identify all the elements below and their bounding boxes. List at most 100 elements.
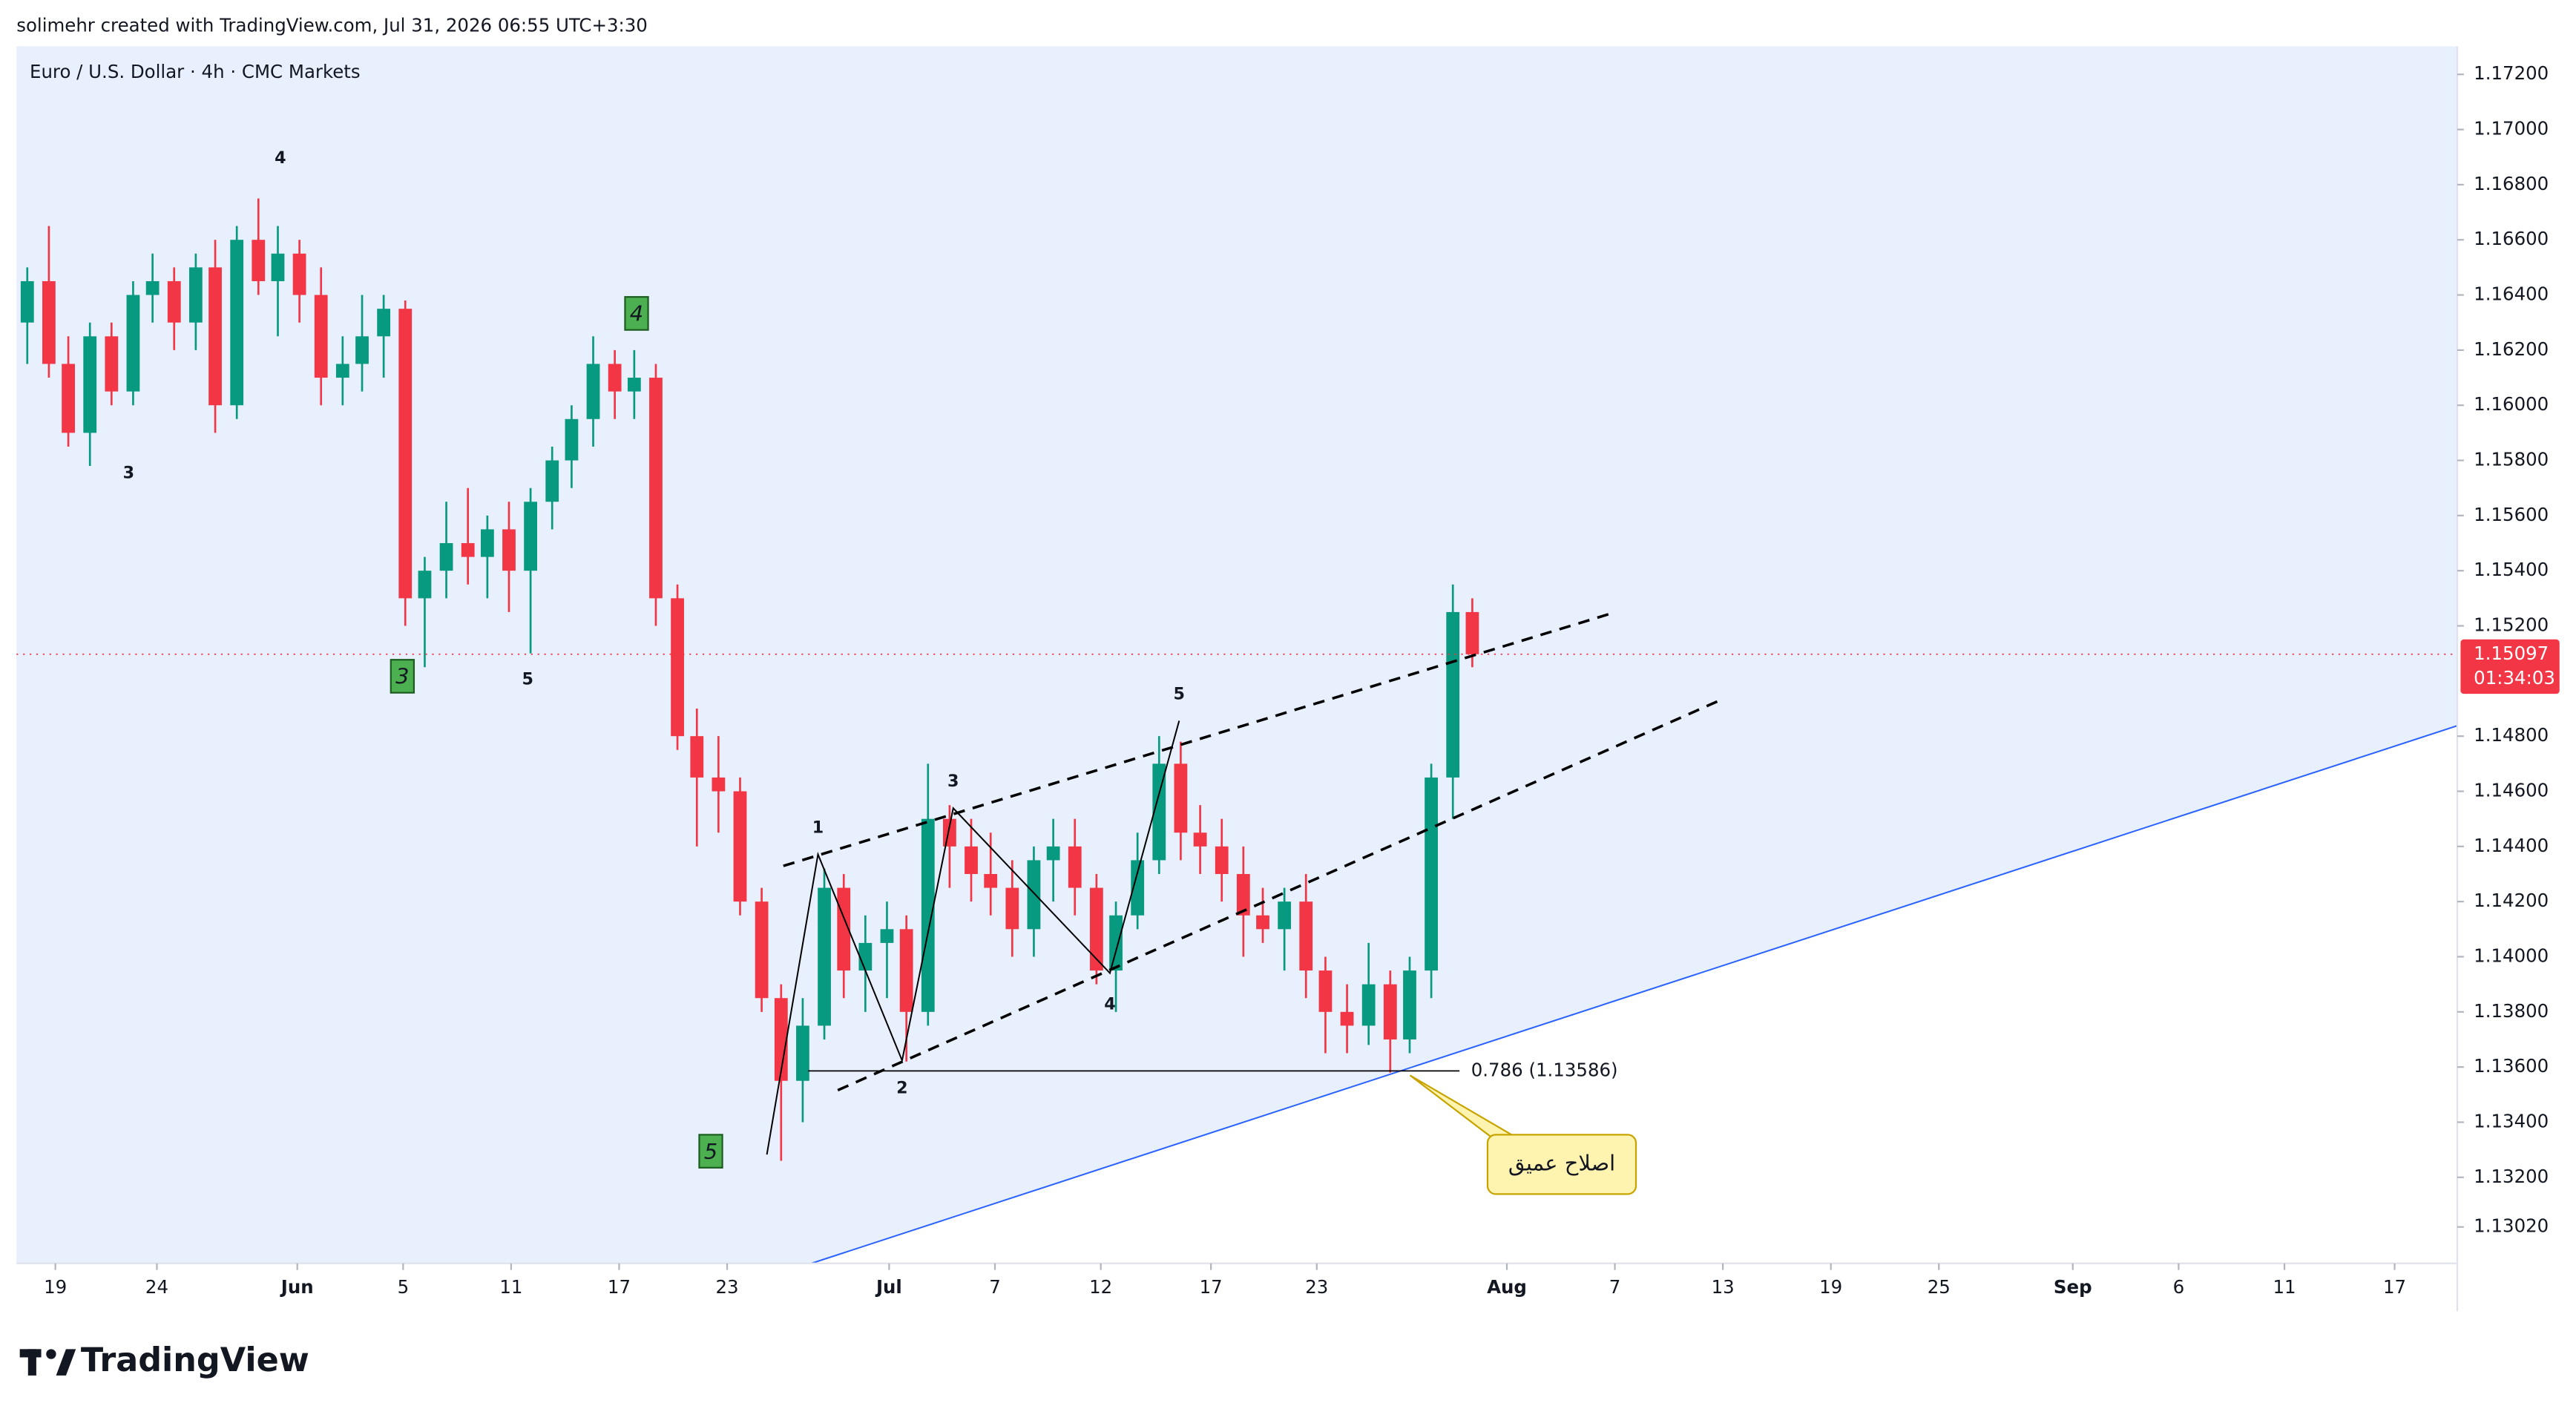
channel-line [783, 611, 1617, 867]
wave-label: 4 [275, 148, 286, 168]
wave-box-label: 5 [704, 1139, 717, 1164]
candle-body [627, 378, 641, 392]
candle-body [355, 336, 369, 364]
x-tick-label: 7 [1609, 1276, 1621, 1298]
candle-body [1215, 846, 1229, 874]
candle-body [230, 240, 244, 406]
countdown: 01:34:03 [2474, 667, 2555, 689]
wave-label: 2 [896, 1079, 907, 1098]
y-tick-label: 1.16400 [2474, 283, 2549, 305]
x-tick-label: Jun [280, 1276, 314, 1298]
candle-body [252, 240, 266, 281]
candle-body [1318, 970, 1333, 1012]
wave-label: 5 [522, 669, 533, 689]
candle-body [608, 364, 622, 392]
candle-body [1278, 901, 1292, 930]
candle-body [83, 336, 97, 433]
y-tick-label: 1.15600 [2474, 504, 2549, 525]
header: solimehr created with TradingView.com, J… [16, 15, 648, 36]
candle-body [712, 777, 726, 792]
candle-body [1425, 777, 1438, 971]
candle-body [1109, 915, 1123, 971]
candle-body [1131, 860, 1145, 916]
wave-box [390, 659, 415, 694]
price-tag [2460, 639, 2560, 694]
y-tick-label: 1.13020 [2474, 1215, 2549, 1237]
y-tick-label: 1.15200 [2474, 614, 2549, 636]
x-tick-label: 25 [1928, 1276, 1951, 1298]
wave-box-label: 3 [395, 664, 409, 689]
candle-body [755, 901, 769, 999]
candle-body [774, 998, 788, 1081]
wave-label: 4 [1104, 994, 1115, 1014]
x-tick-label: 24 [145, 1276, 168, 1298]
brand-name: TradingView [81, 1341, 309, 1379]
y-tick-label: 1.14800 [2474, 724, 2549, 746]
shaded-zone [16, 46, 2457, 1264]
candle-body [461, 543, 475, 557]
candle-body [899, 929, 913, 1012]
x-tick-label: Aug [1487, 1276, 1527, 1298]
y-tick-label: 1.16800 [2474, 173, 2549, 194]
fib-label: 0.786 (1.13586) [1471, 1059, 1618, 1080]
candle-body [398, 309, 413, 599]
wave-label: 5 [1174, 684, 1185, 703]
support-line [811, 725, 2458, 1264]
candle-body [1403, 970, 1416, 1039]
x-tick-label: 23 [1305, 1276, 1328, 1298]
x-tick-label: 6 [2173, 1276, 2185, 1298]
brand-logo [19, 1349, 76, 1376]
y-tick-label: 1.15800 [2474, 449, 2549, 470]
wave-box [698, 1134, 723, 1169]
x-tick-label: 23 [715, 1276, 738, 1298]
candle-body [480, 529, 494, 557]
y-tick-label: 1.14200 [2474, 890, 2549, 911]
candle-body [377, 309, 391, 337]
y-tick-label: 1.14600 [2474, 780, 2549, 801]
candle-body [335, 364, 349, 378]
candle-body [796, 1025, 809, 1081]
candle-body [671, 598, 684, 737]
candle-body [1465, 611, 1479, 654]
candle-body [126, 295, 140, 392]
candle-body [545, 460, 559, 502]
candle-body [818, 887, 831, 1026]
candle-body [1089, 887, 1103, 971]
callout-box [1486, 1134, 1637, 1195]
candle-body [167, 280, 181, 323]
candle-body [502, 529, 516, 571]
y-tick-label: 1.13400 [2474, 1110, 2549, 1131]
candle-body [586, 364, 600, 419]
x-tick-label: 7 [989, 1276, 1001, 1298]
x-tick-label: 17 [2383, 1276, 2406, 1298]
candle-body [1027, 860, 1041, 930]
y-tick-label: 1.16000 [2474, 393, 2549, 415]
candle-body [1446, 611, 1460, 778]
x-tick-label: 5 [398, 1276, 410, 1298]
wave-path [766, 720, 1180, 1155]
x-tick-label: 19 [1819, 1276, 1842, 1298]
x-tick-label: 19 [44, 1276, 67, 1298]
candle-body [524, 502, 538, 571]
y-tick-label: 1.17000 [2474, 118, 2549, 139]
candle-body [1193, 832, 1207, 847]
candle-body [1299, 901, 1313, 971]
candle-body [418, 571, 432, 599]
candle-body [271, 253, 285, 281]
x-tick-label: 13 [1712, 1276, 1735, 1298]
wave-label: 3 [123, 464, 134, 483]
candle-body [858, 942, 873, 971]
channel-line [837, 700, 1719, 1091]
y-tick-label: 1.13600 [2474, 1055, 2549, 1077]
candle-body [42, 280, 56, 364]
x-tick-label: 17 [608, 1276, 631, 1298]
y-tick-label: 1.16600 [2474, 228, 2549, 249]
candle-body [1046, 846, 1060, 861]
callout-text: اصلاح عمیق [1508, 1150, 1615, 1175]
candle-body [984, 873, 998, 888]
candle-body [145, 280, 160, 295]
candle-body [1152, 763, 1166, 861]
candle-body [1174, 763, 1188, 833]
candle-body [565, 418, 579, 461]
